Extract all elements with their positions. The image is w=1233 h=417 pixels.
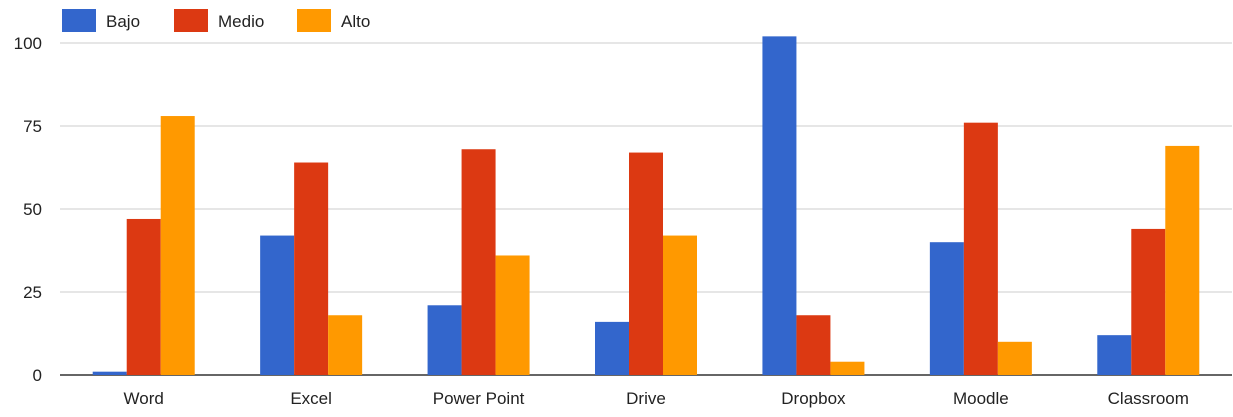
bar-bajo	[427, 305, 462, 375]
legend: Bajo Medio Alto	[62, 9, 370, 32]
y-tick-label: 100	[14, 34, 42, 53]
legend-label-medio: Medio	[218, 12, 264, 31]
bar-bajo	[92, 371, 127, 375]
bar-alto	[328, 315, 363, 375]
x-tick-label: Classroom	[1108, 389, 1189, 408]
y-axis-ticks: 0 25 50 75 100	[14, 34, 42, 385]
legend-label-alto: Alto	[341, 12, 370, 31]
bar-bajo	[260, 235, 295, 375]
x-tick-label: Word	[124, 389, 164, 408]
bar-alto	[997, 341, 1032, 375]
y-tick-label: 50	[23, 200, 42, 219]
bar-medio	[963, 122, 998, 376]
legend-swatch-medio	[174, 9, 208, 32]
y-tick-label: 25	[23, 283, 42, 302]
bar-medio	[461, 149, 496, 375]
bar-bajo	[762, 36, 797, 376]
bar-medio	[126, 218, 161, 375]
bar-alto	[495, 255, 530, 375]
y-tick-label: 75	[23, 117, 42, 136]
bar-alto	[1165, 145, 1200, 375]
bar-medio	[629, 152, 663, 375]
x-tick-label: Drive	[626, 389, 666, 408]
x-tick-label: Power Point	[433, 389, 525, 408]
legend-swatch-alto	[297, 9, 331, 32]
bar-medio	[1131, 228, 1166, 375]
bar-alto	[160, 116, 195, 375]
bar-alto	[830, 361, 865, 375]
x-tick-label: Dropbox	[781, 389, 846, 408]
legend-swatch-bajo	[62, 9, 96, 32]
bar-medio	[294, 162, 329, 375]
bar-alto	[663, 235, 697, 375]
bar-medio	[796, 315, 831, 375]
bar-bajo	[929, 242, 964, 375]
legend-label-bajo: Bajo	[106, 12, 140, 31]
x-tick-label: Excel	[290, 389, 332, 408]
bar-bajo	[595, 321, 629, 375]
x-tick-label: Moodle	[953, 389, 1009, 408]
bar-bajo	[1097, 335, 1132, 375]
y-tick-label: 0	[33, 366, 42, 385]
x-axis-ticks: Word Excel Power Point Drive Dropbox Moodle Cl…	[124, 389, 1189, 408]
bars	[92, 36, 1200, 376]
